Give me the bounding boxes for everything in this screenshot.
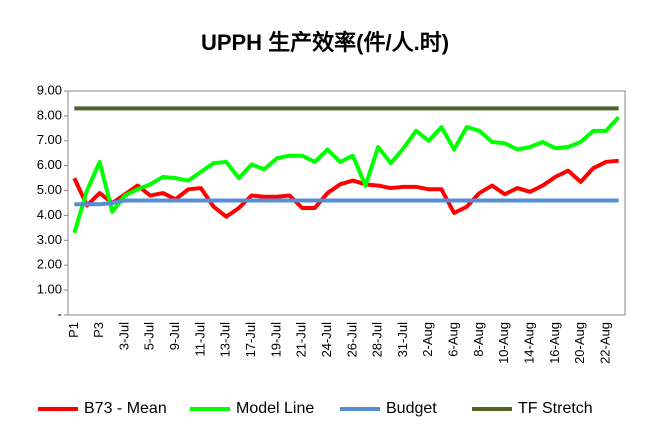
y-tick-label: 9.00 xyxy=(37,82,62,97)
plot-frame xyxy=(67,90,626,316)
x-tick-label: 17-Jul xyxy=(243,322,258,358)
x-tick-label: 20-Aug xyxy=(572,322,587,364)
y-tick-label: 5.00 xyxy=(37,182,62,197)
x-tick-label: 8-Aug xyxy=(471,322,486,357)
x-tick-label: P3 xyxy=(91,322,106,338)
legend-label: B73 - Mean xyxy=(84,400,167,417)
legend-label: Model Line xyxy=(236,400,314,417)
x-tick-label: 2-Aug xyxy=(420,322,435,357)
series-line xyxy=(72,115,621,234)
x-tick-label: 21-Jul xyxy=(294,322,309,358)
y-tick-label: 8.00 xyxy=(37,107,62,122)
x-tick-label: 13-Jul xyxy=(218,322,233,358)
y-tick-label: 2.00 xyxy=(37,257,62,272)
x-tick-label: 10-Aug xyxy=(496,322,511,364)
x-tick-label: 3-Jul xyxy=(116,322,131,350)
x-tick-label: 5-Jul xyxy=(142,322,157,350)
x-tick-label: 14-Aug xyxy=(521,322,536,364)
x-tick-label: 28-Jul xyxy=(370,322,385,358)
series-line xyxy=(74,198,619,207)
y-tick-label: 6.00 xyxy=(37,157,62,172)
x-tick-label: 22-Aug xyxy=(597,322,612,364)
chart-title: UPPH 生产效率(件/人.时) xyxy=(201,30,449,55)
x-tick-label: 19-Jul xyxy=(268,322,283,358)
y-tick-label: 1.00 xyxy=(37,282,62,297)
x-tick-label: 9-Jul xyxy=(167,322,182,350)
x-tick-label: 11-Jul xyxy=(192,322,207,357)
x-tick-label: 24-Jul xyxy=(319,322,334,358)
y-tick-label: 4.00 xyxy=(37,207,62,222)
legend-label: Budget xyxy=(386,400,437,417)
x-tick-label: 26-Jul xyxy=(344,322,359,358)
x-tick-label: P1 xyxy=(66,322,81,338)
legend-label: TF Stretch xyxy=(518,400,593,417)
x-tick-label: 16-Aug xyxy=(547,322,562,364)
x-tick-label: 6-Aug xyxy=(446,322,461,357)
y-tick-label: 3.00 xyxy=(37,232,62,247)
series-line xyxy=(72,158,619,219)
x-tick-label: 31-Jul xyxy=(395,322,410,358)
y-tick-label: - xyxy=(58,306,62,321)
y-tick-label: 7.00 xyxy=(37,132,62,147)
